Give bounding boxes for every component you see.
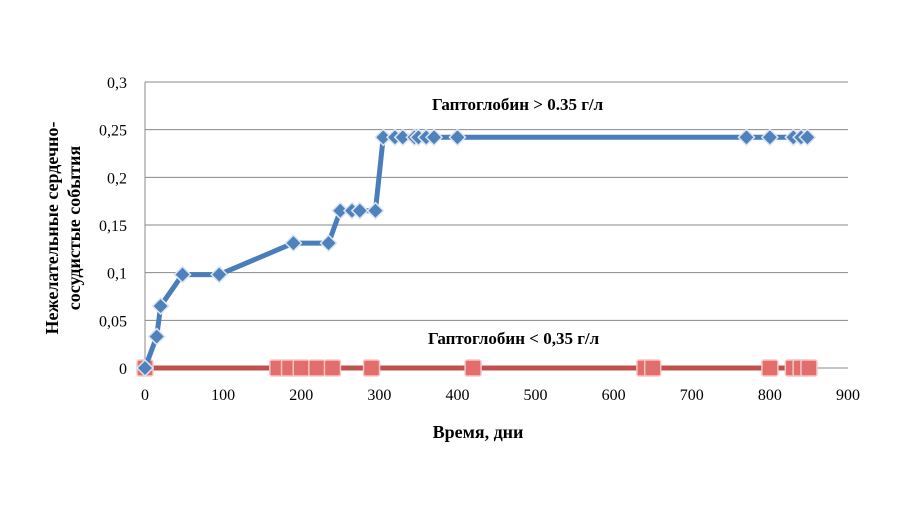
x-tick-label: 800 <box>758 387 782 404</box>
data-point-square <box>323 359 342 377</box>
y-tick-label: 0,15 <box>99 218 127 235</box>
annotation-low-haptoglobin: Гаптоглобин < 0,35 г/л <box>428 329 600 348</box>
y-tick-label: 0,3 <box>107 75 127 92</box>
y-tick-label: 0 <box>119 361 127 378</box>
x-tick-label: 100 <box>211 387 235 404</box>
data-point-diamond <box>424 128 444 147</box>
series-layer <box>135 128 818 378</box>
data-point-diamond <box>350 201 369 220</box>
data-point-diamond <box>147 327 166 346</box>
x-tick-label: 900 <box>836 387 860 404</box>
x-axis-title: Время, дни <box>433 422 524 442</box>
series-high <box>135 128 817 378</box>
data-point-diamond <box>319 234 338 253</box>
data-point-diamond <box>448 128 467 147</box>
x-tick-label: 400 <box>445 387 469 404</box>
y-tick-label: 0,05 <box>99 313 127 330</box>
y-axis-title-line-1: Нежелательные сердечно- <box>42 122 62 335</box>
y-tick-label: 0,25 <box>99 123 127 140</box>
data-point-diamond <box>210 265 229 284</box>
x-tick-label: 600 <box>602 387 626 404</box>
data-point-diamond <box>284 234 303 253</box>
data-point-diamond <box>366 201 385 220</box>
data-point-square <box>308 359 326 377</box>
data-point-square <box>362 359 381 377</box>
data-point-diamond <box>798 128 817 147</box>
data-point-diamond <box>135 358 155 378</box>
gridlines <box>145 81 848 321</box>
x-tick-label: 200 <box>289 387 313 404</box>
data-point-square <box>761 359 779 377</box>
y-axis-title: Нежелательные сердечно- сосудистые событ… <box>42 122 84 335</box>
data-point-diamond <box>173 265 192 284</box>
annotation-high-haptoglobin: Гаптоглобин > 0.35 г/л <box>432 95 604 114</box>
x-tick-label: 300 <box>367 387 391 404</box>
series-low <box>136 359 818 377</box>
y-axis-title-line-2: сосудистые события <box>64 146 84 311</box>
data-point-diamond <box>760 128 779 147</box>
data-point-diamond <box>737 128 756 147</box>
data-point-square <box>464 359 482 377</box>
x-tick-labels: 0 100 200 300 400 500 600 700 800 900 <box>141 387 860 404</box>
x-tick-label: 500 <box>524 387 548 404</box>
data-point-square <box>800 359 818 377</box>
data-point-diamond <box>151 296 170 316</box>
y-tick-label: 0,1 <box>107 266 127 283</box>
data-point-square <box>643 359 662 377</box>
data-point-square <box>292 359 310 377</box>
y-tick-label: 0,2 <box>107 170 127 187</box>
x-tick-label: 700 <box>680 387 704 404</box>
y-tick-labels: 0 0,05 0,1 0,15 0,2 0,25 0,3 <box>99 75 127 378</box>
x-tick-label: 0 <box>141 387 149 404</box>
